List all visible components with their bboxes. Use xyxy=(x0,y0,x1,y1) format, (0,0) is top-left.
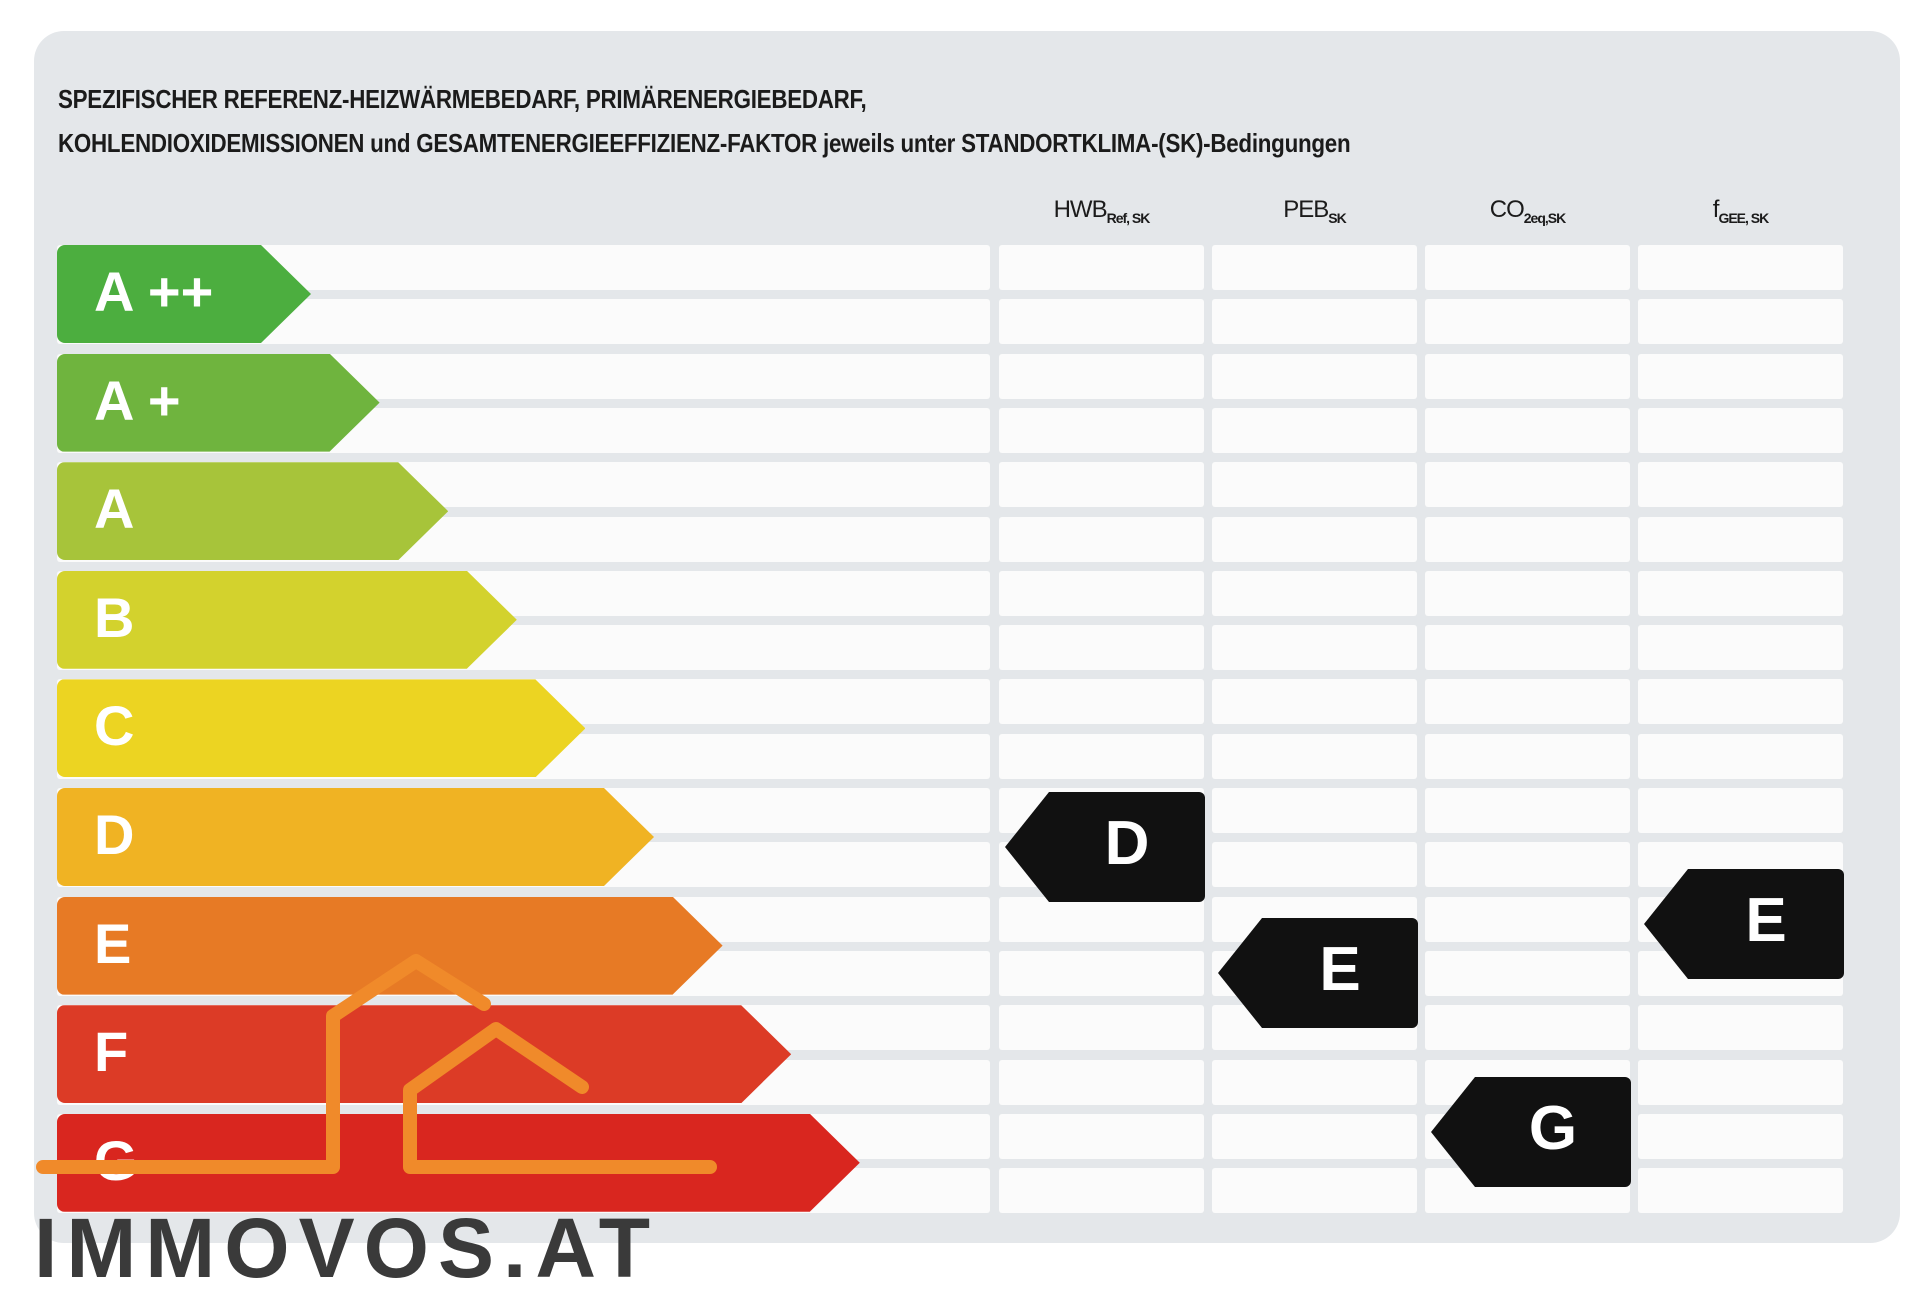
grid-cell xyxy=(1638,407,1843,453)
energy-class-bar: B xyxy=(57,570,517,669)
grid-cell xyxy=(999,896,1204,942)
grid-cell xyxy=(1425,733,1630,779)
grid-cell xyxy=(1425,407,1630,453)
energy-class-label: C xyxy=(94,694,135,758)
grid-cell xyxy=(1638,625,1843,671)
grid-cell xyxy=(1425,950,1630,996)
rating-marker: D xyxy=(1005,792,1205,902)
grid-cell xyxy=(1638,1113,1843,1159)
grid-cell xyxy=(999,1005,1204,1051)
grid-cell xyxy=(1212,1113,1417,1159)
grid-cell xyxy=(999,625,1204,671)
grid-cell xyxy=(999,516,1204,562)
energy-class-label: D xyxy=(94,803,135,866)
grid-cell xyxy=(1638,788,1843,833)
grid-cell xyxy=(999,462,1204,508)
grid-cell xyxy=(999,299,1204,345)
grid-cell xyxy=(999,950,1204,996)
energy-class-label: A + xyxy=(94,368,181,432)
grid-cell xyxy=(1425,353,1630,399)
energy-class-label: A xyxy=(94,477,135,541)
energy-class-bar: C xyxy=(57,679,586,778)
grid-cell xyxy=(1425,245,1630,290)
grid-cell xyxy=(1212,516,1417,562)
grid-cell xyxy=(999,407,1204,453)
energy-class-label: B xyxy=(94,585,135,649)
grid-cell xyxy=(1638,1168,1843,1214)
grid-cell xyxy=(999,1059,1204,1105)
rating-marker: E xyxy=(1644,869,1844,979)
grid-cell xyxy=(1638,299,1843,345)
rating-marker-value: D xyxy=(1104,809,1150,878)
rating-marker-value: E xyxy=(1319,935,1361,1004)
grid-cell xyxy=(999,1113,1204,1159)
grid-cell xyxy=(1212,570,1417,616)
grid-cell xyxy=(1425,788,1630,833)
grid-cell xyxy=(1212,625,1417,671)
column-header-peb: PEBSK xyxy=(1283,196,1347,226)
rating-marker: E xyxy=(1218,918,1418,1028)
grid-cell xyxy=(999,733,1204,779)
rating-marker-value: E xyxy=(1745,886,1787,955)
grid-cell xyxy=(1638,516,1843,562)
energy-class-label: E xyxy=(94,911,132,975)
energy-class-bar: A xyxy=(57,462,449,561)
grid-cell xyxy=(999,570,1204,616)
grid-cell xyxy=(1638,1005,1843,1051)
column-header-hwb: HWBRef, SK xyxy=(1053,196,1151,226)
title-line-2: KOHLENDIOXIDEMISSIONEN und GESAMTENERGIE… xyxy=(58,128,1351,158)
grid-cell xyxy=(1212,407,1417,453)
grid-cell xyxy=(1425,896,1630,942)
energy-class-bar: A + xyxy=(57,353,380,452)
grid-cell xyxy=(1638,1059,1843,1105)
logo-text: IMMOVOS.AT xyxy=(34,1201,660,1295)
grid-cell xyxy=(1212,462,1417,508)
grid-cell xyxy=(1638,353,1843,399)
column-header-fgee: fGEE, SK xyxy=(1712,196,1769,226)
grid-cell xyxy=(1212,245,1417,290)
grid-cell xyxy=(999,353,1204,399)
grid-cell xyxy=(1425,299,1630,345)
energy-class-label: F xyxy=(94,1020,129,1084)
grid-cell xyxy=(1638,733,1843,779)
grid-cell xyxy=(1638,245,1843,290)
energy-class-bar: A ++ xyxy=(57,245,311,343)
grid-cell xyxy=(1212,842,1417,888)
grid-cell xyxy=(1425,625,1630,671)
grid-cell xyxy=(999,679,1204,725)
column-header-co2: CO2eq,SK xyxy=(1489,196,1566,226)
grid-cell xyxy=(1212,353,1417,399)
grid-cell xyxy=(1425,570,1630,616)
grid-cell xyxy=(999,1168,1204,1214)
grid-cell xyxy=(1425,462,1630,508)
grid-cell xyxy=(1425,679,1630,725)
grid-cell xyxy=(1212,1059,1417,1105)
grid-cell xyxy=(1212,788,1417,833)
grid-cell xyxy=(1638,462,1843,508)
grid-cell xyxy=(1212,733,1417,779)
title-line-1: SPEZIFISCHER REFERENZ-HEIZWÄRMEBEDARF, P… xyxy=(58,84,867,114)
energy-class-bar: D xyxy=(57,788,654,886)
grid-cell xyxy=(1425,842,1630,888)
grid-cell xyxy=(1212,299,1417,345)
grid-cell xyxy=(1425,1005,1630,1051)
rating-marker-value: G xyxy=(1528,1094,1578,1163)
rating-marker: G xyxy=(1431,1077,1631,1187)
energy-class-label: A ++ xyxy=(94,260,214,323)
grid-cell xyxy=(1212,679,1417,725)
grid-cell xyxy=(1638,570,1843,616)
grid-cell xyxy=(1212,1168,1417,1214)
grid-cell xyxy=(1638,679,1843,725)
grid-cell xyxy=(1425,516,1630,562)
grid-cell xyxy=(999,245,1204,290)
